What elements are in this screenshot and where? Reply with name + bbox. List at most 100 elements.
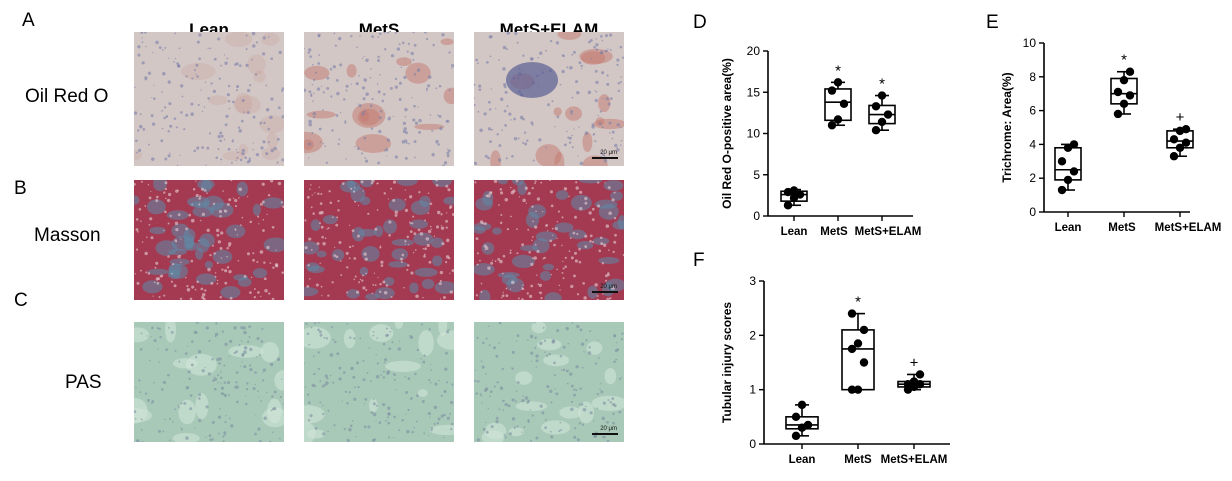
tissue-spot xyxy=(578,180,603,184)
nucleus-dot xyxy=(539,341,543,345)
nucleus-dot xyxy=(185,436,189,440)
tissue-spot xyxy=(359,266,369,276)
nucleus-dot xyxy=(232,100,235,104)
nucleus-dot xyxy=(525,202,527,204)
nucleus-dot xyxy=(319,202,323,205)
nucleus-dot xyxy=(562,345,566,349)
nucleus-dot xyxy=(616,341,618,344)
nucleus-dot xyxy=(203,106,206,108)
nucleus-dot xyxy=(539,404,543,408)
nucleus-dot xyxy=(450,427,453,431)
nucleus-dot xyxy=(423,32,427,34)
tissue-spot xyxy=(262,197,284,209)
nucleus-dot xyxy=(436,422,440,425)
nucleus-dot xyxy=(485,373,487,375)
nucleus-dot xyxy=(584,245,588,248)
nucleus-dot xyxy=(515,400,517,403)
nucleus-dot xyxy=(262,140,266,144)
nucleus-dot xyxy=(372,412,377,417)
tissue-spot xyxy=(134,327,150,343)
significance-marker: * xyxy=(855,294,861,311)
nucleus-dot xyxy=(580,64,583,68)
x-tick-label: Lean xyxy=(1055,222,1082,234)
nucleus-dot xyxy=(317,192,320,196)
nucleus-dot xyxy=(268,292,271,295)
nucleus-dot xyxy=(388,233,391,237)
data-point xyxy=(803,420,813,430)
nucleus-dot xyxy=(218,77,221,80)
nucleus-dot xyxy=(561,244,563,247)
nucleus-dot xyxy=(510,215,512,218)
nucleus-dot xyxy=(252,115,256,119)
nucleus-dot xyxy=(377,58,380,62)
nucleus-dot xyxy=(212,89,217,94)
tissue-spot xyxy=(604,367,617,385)
nucleus-dot xyxy=(524,396,529,400)
tissue-spot xyxy=(261,147,281,161)
nucleus-dot xyxy=(354,200,357,203)
nucleus-dot xyxy=(450,400,454,405)
nucleus-dot xyxy=(254,432,257,436)
nucleus-dot xyxy=(235,400,239,404)
nucleus-dot xyxy=(217,148,220,151)
data-point xyxy=(909,377,919,386)
tissue-spot xyxy=(134,408,152,423)
nucleus-dot xyxy=(189,297,193,300)
tissue-spot xyxy=(409,282,419,294)
nucleus-dot xyxy=(578,422,582,425)
nucleus-dot xyxy=(385,334,389,338)
nucleus-dot xyxy=(448,328,450,331)
nucleus-dot xyxy=(359,35,361,37)
nucleus-dot xyxy=(381,99,385,103)
nucleus-dot xyxy=(307,401,311,404)
nucleus-dot xyxy=(329,201,333,205)
nucleus-dot xyxy=(560,428,563,431)
nucleus-dot xyxy=(156,282,160,285)
nucleus-dot xyxy=(368,347,371,349)
nucleus-dot xyxy=(581,366,584,369)
nucleus-dot xyxy=(606,420,609,424)
nucleus-dot xyxy=(238,64,242,67)
nucleus-dot xyxy=(608,211,612,216)
nucleus-dot xyxy=(578,403,581,406)
nucleus-dot xyxy=(236,156,239,159)
nucleus-dot xyxy=(527,228,530,231)
nucleus-dot xyxy=(197,397,201,400)
nucleus-dot xyxy=(256,260,259,263)
nucleus-dot xyxy=(506,33,508,35)
nucleus-dot xyxy=(501,129,503,131)
nucleus-dot xyxy=(224,209,228,213)
tissue-spot xyxy=(531,322,547,334)
tissue-spot xyxy=(208,95,228,106)
nucleus-dot xyxy=(209,47,212,50)
nucleus-dot xyxy=(317,367,320,370)
nucleus-dot xyxy=(411,96,413,99)
nucleus-dot xyxy=(395,389,397,391)
nucleus-dot xyxy=(240,340,243,342)
nucleus-dot xyxy=(560,369,563,371)
nucleus-dot xyxy=(390,327,393,329)
nucleus-dot xyxy=(618,410,622,414)
nucleus-dot xyxy=(424,219,427,222)
nucleus-dot xyxy=(189,407,193,411)
nucleus-dot xyxy=(427,411,431,416)
y-tick-label: 0 xyxy=(1029,205,1036,219)
nucleus-dot xyxy=(502,291,504,294)
nucleus-dot xyxy=(338,366,342,370)
nucleus-dot xyxy=(430,429,433,432)
nucleus-dot xyxy=(249,84,252,87)
nucleus-dot xyxy=(588,346,591,349)
nucleus-dot xyxy=(159,335,162,339)
nucleus-dot xyxy=(171,272,173,275)
nucleus-dot xyxy=(588,40,591,44)
nucleus-dot xyxy=(320,85,323,87)
tissue-spot xyxy=(388,261,408,268)
y-axis-title: Tubular injury scores xyxy=(720,302,734,423)
x-tick-label: MetS xyxy=(1108,222,1136,234)
tissue-spot xyxy=(304,241,320,255)
nucleus-dot xyxy=(423,354,426,357)
nucleus-dot xyxy=(558,430,561,433)
tissue-spot xyxy=(418,330,434,357)
nucleus-dot xyxy=(515,180,519,183)
x-tick-label: MetS+ELAM xyxy=(1155,222,1222,234)
